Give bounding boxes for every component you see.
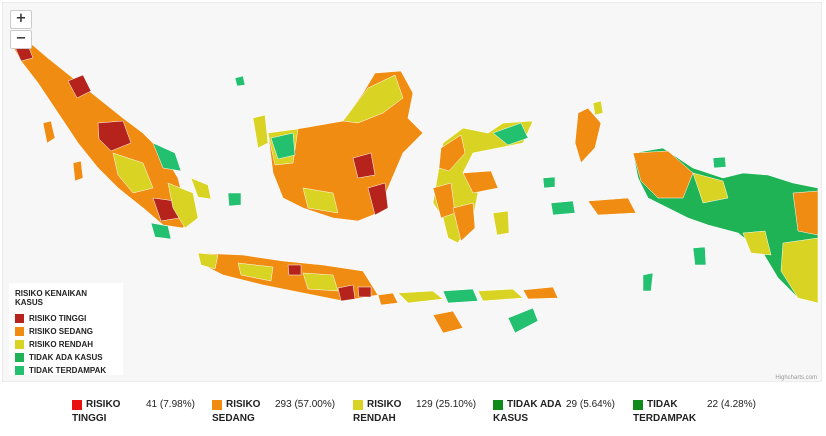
map-panel[interactable]: Highcharts.com + − RISIKO KENAIKAN KASUS… xyxy=(2,2,822,382)
stat-value: 129 (25.10%) xyxy=(416,399,477,410)
region-kalimantan[interactable] xyxy=(234,70,424,222)
legend-swatch xyxy=(15,366,24,375)
map-credit: Highcharts.com xyxy=(775,375,817,381)
stat-label: RISIKO SEDANG xyxy=(212,399,261,424)
legend-swatch xyxy=(15,327,24,336)
stat-label: RISIKO TINGGI xyxy=(72,399,121,424)
legend-title: RISIKO KENAIKAN KASUS xyxy=(15,289,88,307)
stat-label: TIDAK TERDAMPAK xyxy=(633,399,697,424)
stat-tidak-ada-kasus: TIDAK ADA KASUS 29 (5.64%) xyxy=(493,398,623,434)
stat-label: RISIKO RENDAH xyxy=(353,399,402,424)
stat-swatch xyxy=(72,400,82,410)
stat-value: 22 (4.28%) xyxy=(707,399,756,410)
legend-label: RISIKO TINGGI xyxy=(29,314,87,323)
legend-item-tidak-ada-kasus[interactable]: TIDAK ADA KASUS xyxy=(15,351,117,364)
stat-value: 29 (5.64%) xyxy=(566,399,615,410)
legend-item-tidak-terdampak[interactable]: TIDAK TERDAMPAK xyxy=(15,364,117,377)
stat-label: TIDAK ADA KASUS xyxy=(493,399,562,424)
stat-tinggi: RISIKO TINGGI 41 (7.98%) xyxy=(72,398,202,434)
legend-swatch xyxy=(15,353,24,362)
stat-value: 293 (57.00%) xyxy=(275,399,336,410)
stat-swatch xyxy=(493,400,503,410)
region-sumatra[interactable] xyxy=(12,40,242,240)
region-maluku[interactable] xyxy=(542,100,654,292)
legend-item-sedang[interactable]: RISIKO SEDANG xyxy=(15,325,117,338)
legend-label: RISIKO SEDANG xyxy=(29,327,94,336)
stat-sedang: RISIKO SEDANG 293 (57.00%) xyxy=(212,398,347,434)
region-java[interactable] xyxy=(197,252,379,302)
legend-swatch xyxy=(15,314,24,323)
stat-rendah: RISIKO RENDAH 129 (25.10%) xyxy=(353,398,483,434)
legend-label: TIDAK TERDAMPAK xyxy=(29,366,107,375)
legend-label: TIDAK ADA KASUS xyxy=(29,353,103,362)
region-papua[interactable] xyxy=(632,147,819,304)
risk-summary: RISIKO TINGGI 41 (7.98%) RISIKO SEDANG 2… xyxy=(0,392,826,436)
stat-value: 41 (7.98%) xyxy=(146,399,195,410)
region-sulawesi[interactable] xyxy=(432,120,534,244)
stat-swatch xyxy=(353,400,363,410)
stat-swatch xyxy=(633,400,643,410)
indonesia-risk-map[interactable]: Highcharts.com xyxy=(3,3,822,382)
map-legend: RISIKO KENAIKAN KASUS RISIKO TINGGI RISI… xyxy=(9,283,123,375)
zoom-out-button[interactable]: − xyxy=(10,30,32,49)
stat-tidak-terdampak: TIDAK TERDAMPAK 22 (4.28%) xyxy=(633,398,773,434)
legend-item-tinggi[interactable]: RISIKO TINGGI xyxy=(15,312,117,325)
stat-swatch xyxy=(212,400,222,410)
legend-swatch xyxy=(15,340,24,349)
region-nusa-tenggara[interactable] xyxy=(377,286,559,334)
zoom-in-button[interactable]: + xyxy=(10,10,32,29)
legend-label: RISIKO RENDAH xyxy=(29,340,94,349)
legend-item-rendah[interactable]: RISIKO RENDAH xyxy=(15,338,117,351)
